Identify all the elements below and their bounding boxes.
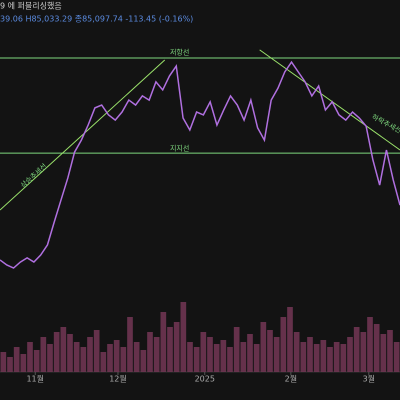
- volume-bar: [47, 344, 53, 372]
- volume-bar: [73, 342, 80, 372]
- volume-bar: [33, 350, 40, 372]
- volume-bar: [20, 354, 27, 372]
- volume-bar: [113, 340, 120, 372]
- volume-bar: [280, 317, 287, 372]
- volume-bar: [207, 337, 213, 372]
- header-title: 9 에 퍼블리싱했음: [0, 1, 62, 11]
- volume-bar: [80, 347, 87, 372]
- trend-line: [259, 49, 400, 151]
- annotation: 지지선: [170, 144, 189, 153]
- x-tick-label: 11월: [26, 374, 44, 384]
- volume-bar: [53, 332, 60, 372]
- volume-bar: [247, 334, 253, 372]
- volume-bar: [7, 357, 13, 372]
- volume-bar: [327, 347, 333, 372]
- volume-bar: [200, 332, 207, 372]
- volume-bar: [373, 324, 380, 372]
- x-tick-label: 12월: [109, 374, 127, 384]
- volume-bar: [40, 337, 47, 372]
- volume-bar: [180, 302, 187, 372]
- volume-bar: [160, 312, 167, 372]
- volume-bar: [293, 332, 300, 372]
- volume-bar: [13, 347, 20, 372]
- volume-bar: [347, 337, 353, 372]
- volume-bar: [193, 347, 200, 372]
- header-ohlc: 39.06 H85,033.29 종85,097.74 -113.45 (-0.…: [0, 15, 193, 24]
- volume-bar: [340, 344, 347, 372]
- volume-bar: [213, 344, 220, 372]
- volume-bar: [267, 330, 273, 372]
- volume-bar: [307, 337, 313, 372]
- volume-bar: [120, 347, 127, 372]
- price-line: [0, 60, 400, 269]
- trend-line: [0, 59, 166, 211]
- volume-bar: [393, 342, 400, 372]
- volume-bar: [253, 344, 260, 372]
- volume-bar: [313, 344, 320, 372]
- volume-bar: [107, 344, 113, 372]
- volume-bar: [147, 332, 153, 372]
- volume-bar: [100, 352, 107, 372]
- volume-bar: [227, 347, 233, 372]
- volume-bar: [133, 342, 140, 372]
- volume-bar: [0, 352, 7, 372]
- volume-bar: [260, 322, 267, 372]
- x-tick-label: 2월: [285, 374, 297, 384]
- volume-bar: [367, 317, 373, 372]
- volume-bar: [273, 337, 280, 372]
- volume-bar: [233, 327, 240, 372]
- volume-bar: [140, 350, 147, 372]
- annotation: 저항선: [170, 48, 189, 57]
- volume-bar: [173, 322, 180, 372]
- volume-bar: [360, 332, 367, 372]
- volume-bar: [127, 317, 133, 372]
- volume-bar: [320, 340, 327, 372]
- volume-bar: [60, 327, 67, 372]
- volume-bar: [187, 342, 193, 372]
- volume-bar: [27, 342, 33, 372]
- volume-bar: [300, 342, 307, 372]
- volume-bar: [93, 330, 100, 372]
- volume-bar: [387, 330, 393, 372]
- volume-bar: [240, 342, 247, 372]
- volume-bar: [220, 340, 227, 372]
- volume-bar: [380, 334, 387, 372]
- volume-bar: [87, 337, 93, 372]
- volume-bar: [167, 327, 173, 372]
- volume-bar: [153, 337, 160, 372]
- volume-bar: [287, 307, 293, 372]
- x-tick-label: 2025: [195, 375, 215, 384]
- volume-bar: [67, 334, 73, 372]
- volume-bar: [333, 342, 340, 372]
- volume-bar: [353, 327, 360, 372]
- x-tick-label: 3월: [363, 374, 375, 384]
